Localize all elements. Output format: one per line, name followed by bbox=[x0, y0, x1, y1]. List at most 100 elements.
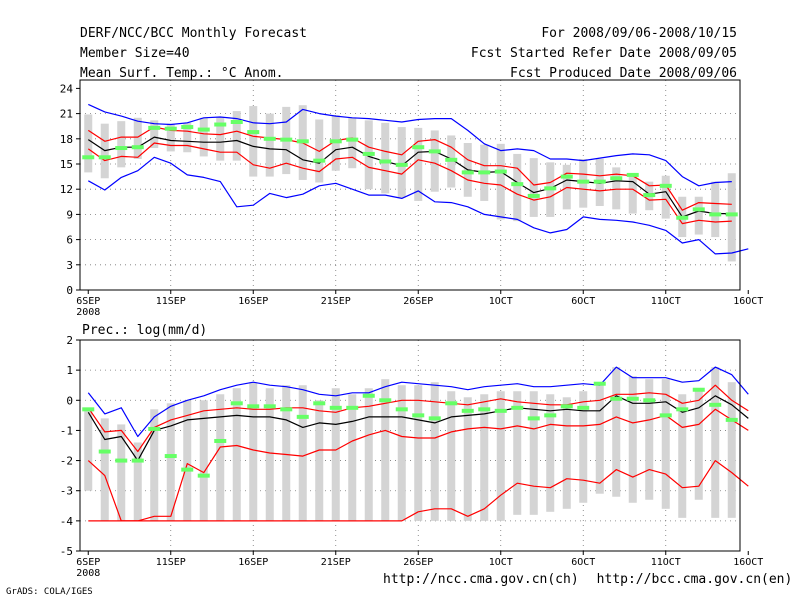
temp-spread-bar bbox=[628, 175, 637, 214]
precip-spread-bar bbox=[100, 418, 109, 521]
precip-minimum-line bbox=[88, 460, 749, 522]
precip-spread-bar bbox=[430, 382, 439, 521]
temp-observed-marker bbox=[560, 174, 573, 179]
temp-observed-marker bbox=[445, 157, 458, 162]
precip-spread-bar bbox=[117, 424, 126, 521]
temp-ytick-label: 24 bbox=[60, 82, 74, 95]
precip-spread-bar bbox=[298, 385, 307, 521]
produced-date: Fcst Produced Date 2008/09/06 bbox=[510, 66, 737, 81]
temp-observed-marker bbox=[544, 186, 557, 191]
precip-spread-bar bbox=[348, 394, 357, 521]
url-chinese-link[interactable]: http://ncc.cma.gov.cn(ch) bbox=[383, 572, 579, 587]
precip-spread-bar bbox=[628, 376, 637, 503]
precip-observed-marker bbox=[494, 408, 507, 413]
temp-spread-bar bbox=[711, 181, 720, 238]
precip-xtick-label: 26SEP bbox=[403, 557, 433, 568]
precip-spread-bar bbox=[397, 385, 406, 521]
temp-observed-marker bbox=[214, 122, 227, 127]
precip-ytick-label: 0 bbox=[66, 394, 73, 407]
precip-observed-marker bbox=[263, 404, 276, 409]
precip-spread-bar bbox=[381, 379, 390, 521]
precip-spread-bar bbox=[513, 391, 522, 515]
temp-spread-bar bbox=[397, 127, 406, 198]
footer-urls: http://ncc.cma.gov.cn(ch) http://bcc.cma.… bbox=[383, 572, 792, 587]
temp-xtick-label: 11OCT bbox=[651, 296, 681, 307]
temp-ytick-label: 21 bbox=[60, 108, 73, 121]
temp-xtick-label: 6SEP bbox=[76, 296, 100, 307]
precip-observed-marker bbox=[329, 405, 342, 410]
temp-observed-marker bbox=[494, 169, 507, 174]
temp-observed-marker bbox=[313, 158, 326, 163]
precip-spread-bar bbox=[678, 394, 687, 518]
temp-spread-bar bbox=[727, 173, 736, 262]
temp-spread-bar bbox=[84, 114, 93, 173]
precip-observed-marker bbox=[692, 387, 705, 392]
temp-spread-bar bbox=[348, 117, 357, 169]
precip-spread-bar bbox=[612, 367, 621, 497]
temp-observed-marker bbox=[461, 170, 474, 175]
precip-ytick-label: -1 bbox=[60, 424, 73, 437]
temp-ytick-label: 3 bbox=[66, 259, 73, 272]
temp-spread-bar bbox=[166, 123, 175, 152]
precip-spread-bar bbox=[216, 394, 225, 521]
precip-spread-bar bbox=[199, 400, 208, 521]
precip-observed-marker bbox=[445, 401, 458, 406]
precip-xtick-label: 6OCT bbox=[571, 557, 595, 568]
precip-ytick-label: 1 bbox=[66, 364, 73, 377]
variable-label: Mean Surf. Temp.: °C Anom. bbox=[80, 66, 284, 81]
precip-observed-marker bbox=[131, 458, 144, 463]
precip-spread-bar bbox=[150, 409, 159, 521]
precip-observed-marker bbox=[214, 438, 227, 443]
precip-xtick-label: 16SEP bbox=[238, 557, 268, 568]
member-size: Member Size=40 bbox=[80, 46, 190, 61]
temp-ytick-label: 0 bbox=[66, 284, 73, 297]
temp-spread-bar bbox=[612, 167, 621, 210]
precip-maximum-line bbox=[87, 366, 749, 438]
precip-spread-bar bbox=[496, 391, 505, 521]
precip-spread-bar bbox=[711, 367, 720, 518]
precip-spread-bar bbox=[463, 397, 472, 521]
precip-observed-marker bbox=[313, 401, 326, 406]
header-left: DERF/NCC/BCC Monthly Forecast Member Siz… bbox=[80, 24, 307, 84]
precip-ytick-label: -2 bbox=[60, 455, 73, 468]
precip-spread-bar bbox=[249, 382, 258, 521]
precip-observed-marker bbox=[197, 473, 210, 478]
software-credit: GrADS: COLA/IGES bbox=[6, 587, 93, 597]
temp-observed-marker bbox=[164, 126, 177, 131]
precip-observed-marker bbox=[478, 407, 491, 412]
temp-observed-marker bbox=[346, 137, 359, 142]
temp-observed-marker bbox=[148, 125, 161, 130]
precip-ytick-label: -5 bbox=[60, 545, 73, 558]
precip-panel-title: Prec.: log(mm/d) bbox=[82, 323, 207, 338]
precip-observed-marker bbox=[725, 417, 738, 422]
temp-minimum-line bbox=[88, 156, 749, 255]
precip-observed-marker bbox=[626, 396, 639, 401]
precip-observed-marker bbox=[346, 405, 359, 410]
precip-spread-bar bbox=[595, 385, 604, 494]
temp-observed-marker bbox=[98, 155, 111, 160]
temp-spread-bar bbox=[150, 120, 159, 149]
precip-spread-bar bbox=[727, 382, 736, 518]
temp-ytick-label: 6 bbox=[66, 234, 73, 247]
temp-ytick-label: 12 bbox=[60, 183, 73, 196]
precip-ytick-label: 2 bbox=[66, 334, 73, 347]
precip-observed-marker bbox=[280, 407, 293, 412]
temp-spread-bar bbox=[414, 127, 423, 201]
precip-observed-marker bbox=[296, 414, 309, 419]
precip-spread-bar bbox=[265, 388, 274, 521]
temp-observed-marker bbox=[643, 193, 656, 198]
temp-observed-marker bbox=[577, 179, 590, 184]
forecast-period: For 2008/09/06-2008/10/15 bbox=[541, 26, 737, 41]
temp-observed-marker bbox=[230, 120, 243, 124]
temp-observed-marker bbox=[131, 145, 144, 150]
precip-observed-marker bbox=[181, 467, 194, 472]
precip-observed-marker bbox=[230, 401, 243, 406]
temp-spread-bar bbox=[529, 158, 538, 217]
temp-spread-bar bbox=[133, 117, 142, 159]
temp-observed-marker bbox=[593, 179, 606, 184]
url-english-link[interactable]: http://bcc.cma.gov.cn(en) bbox=[596, 572, 793, 587]
temp-observed-marker bbox=[362, 151, 375, 156]
temp-spread-bar bbox=[513, 153, 522, 222]
